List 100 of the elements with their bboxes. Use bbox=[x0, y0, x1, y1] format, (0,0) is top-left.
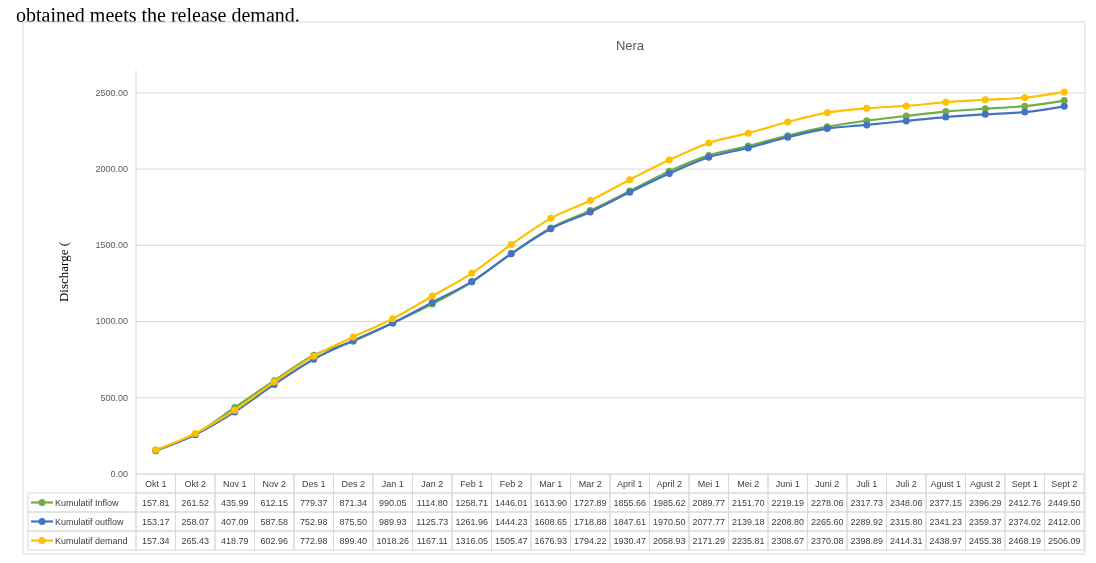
point bbox=[744, 129, 752, 137]
y-tick-label: 500.00 bbox=[100, 392, 128, 403]
point bbox=[349, 333, 357, 341]
point bbox=[863, 121, 871, 129]
x-tick-label: Mar 1 bbox=[539, 478, 563, 489]
data-label: 779.37 bbox=[299, 497, 328, 508]
x-tick-label: Sept 2 bbox=[1051, 478, 1078, 489]
data-label: 2219.19 bbox=[771, 497, 805, 508]
point bbox=[981, 105, 989, 113]
x-tick-label: Mar 2 bbox=[578, 478, 602, 489]
data-label: 752.98 bbox=[299, 516, 328, 527]
data-label: 1794.22 bbox=[573, 535, 607, 546]
point bbox=[981, 96, 989, 104]
x-tick-label: Okt 1 bbox=[144, 478, 167, 489]
x-tick-label: April 1 bbox=[616, 478, 643, 489]
point bbox=[1021, 108, 1029, 116]
x-tick-label: Mei 1 bbox=[697, 478, 720, 489]
point bbox=[665, 156, 673, 164]
x-tick-label: Des 2 bbox=[341, 478, 366, 489]
point bbox=[942, 108, 950, 116]
x-tick-label: Jan 2 bbox=[421, 478, 444, 489]
data-label: 2265.60 bbox=[810, 516, 844, 527]
x-tick-label: Okt 2 bbox=[184, 478, 207, 489]
data-label: 2449.50 bbox=[1047, 497, 1081, 508]
text: obtained meets the release demand. bbox=[16, 4, 300, 26]
data-label: 2171.29 bbox=[692, 535, 726, 546]
data-label: 1985.62 bbox=[652, 497, 686, 508]
data-label: 1855.66 bbox=[613, 497, 647, 508]
point bbox=[942, 113, 950, 121]
data-label: 2077.77 bbox=[692, 516, 726, 527]
data-label: 153.17 bbox=[141, 516, 170, 527]
data-label: 2341.23 bbox=[929, 516, 963, 527]
x-tick-label: Juni 2 bbox=[815, 478, 840, 489]
data-label: 1505.47 bbox=[494, 535, 528, 546]
data-label: 2278.06 bbox=[810, 497, 844, 508]
point bbox=[902, 117, 910, 125]
data-label: 1930.47 bbox=[613, 535, 647, 546]
point bbox=[1021, 94, 1029, 102]
data-label: 602.96 bbox=[260, 535, 289, 546]
data-label: 2506.09 bbox=[1047, 535, 1081, 546]
point bbox=[1060, 88, 1068, 96]
data-label: 1018.26 bbox=[376, 535, 410, 546]
data-label: 2058.93 bbox=[652, 535, 686, 546]
data-label: 1970.50 bbox=[652, 516, 686, 527]
data-label: 899.40 bbox=[339, 535, 368, 546]
data-label: 2468.19 bbox=[1008, 535, 1042, 546]
data-label: 612.15 bbox=[260, 497, 289, 508]
chart-title: Nera bbox=[615, 38, 645, 53]
data-label: 772.98 bbox=[299, 535, 328, 546]
x-tick-label: Des 1 bbox=[301, 478, 326, 489]
data-label: 2289.92 bbox=[850, 516, 884, 527]
data-label: 2398.89 bbox=[850, 535, 884, 546]
point bbox=[981, 110, 989, 118]
data-label: 1261.96 bbox=[455, 516, 489, 527]
legend-label: Kumulatif outflow bbox=[55, 516, 125, 527]
point bbox=[586, 196, 594, 204]
data-label: 2315.80 bbox=[889, 516, 923, 527]
data-label: 1444.23 bbox=[494, 516, 528, 527]
data-label: 1114.80 bbox=[416, 497, 448, 508]
data-label: 1847.61 bbox=[613, 516, 647, 527]
data-label: 157.81 bbox=[141, 497, 170, 508]
point bbox=[902, 102, 910, 110]
point bbox=[547, 214, 555, 222]
data-label: 1316.05 bbox=[455, 535, 489, 546]
data-label: 435.99 bbox=[220, 497, 249, 508]
data-label: 157.34 bbox=[141, 535, 170, 546]
data-label: 587.58 bbox=[260, 516, 289, 527]
data-label: 1125.73 bbox=[416, 516, 449, 527]
point bbox=[823, 109, 831, 117]
data-label: 871.34 bbox=[339, 497, 368, 508]
point bbox=[507, 240, 515, 248]
legend-label: Kumulatif Inflow bbox=[55, 497, 120, 508]
data-label: 2359.37 bbox=[968, 516, 1002, 527]
x-tick-label: Feb 1 bbox=[460, 478, 484, 489]
point bbox=[428, 292, 436, 300]
data-label: 2455.38 bbox=[968, 535, 1002, 546]
point bbox=[863, 104, 871, 112]
y-axis-title: Discharge ( bbox=[56, 241, 71, 303]
data-label: 2235.81 bbox=[731, 535, 765, 546]
data-label: 2396.29 bbox=[968, 497, 1002, 508]
point bbox=[1060, 102, 1068, 110]
x-tick-label: Agust 2 bbox=[969, 478, 1001, 489]
x-tick-label: Nov 1 bbox=[222, 478, 247, 489]
data-label: 2151.70 bbox=[731, 497, 765, 508]
data-label: 2370.08 bbox=[810, 535, 844, 546]
y-tick-label: 0.00 bbox=[110, 468, 128, 479]
legend-label: Kumulatif demand bbox=[55, 535, 128, 546]
data-label: 1446.01 bbox=[494, 497, 528, 508]
data-label: 418.79 bbox=[220, 535, 249, 546]
data-label: 407.09 bbox=[220, 516, 249, 527]
y-tick-label: 1500.00 bbox=[95, 240, 128, 251]
y-tick-label: 2500.00 bbox=[95, 87, 128, 98]
point bbox=[784, 118, 792, 126]
data-label: 2139.18 bbox=[731, 516, 765, 527]
point bbox=[705, 139, 713, 147]
data-label: 990.05 bbox=[378, 497, 407, 508]
point bbox=[626, 176, 634, 184]
data-label: 2317.73 bbox=[850, 497, 884, 508]
data-label: 265.43 bbox=[181, 535, 210, 546]
data-label: 1167.11 bbox=[416, 535, 448, 546]
